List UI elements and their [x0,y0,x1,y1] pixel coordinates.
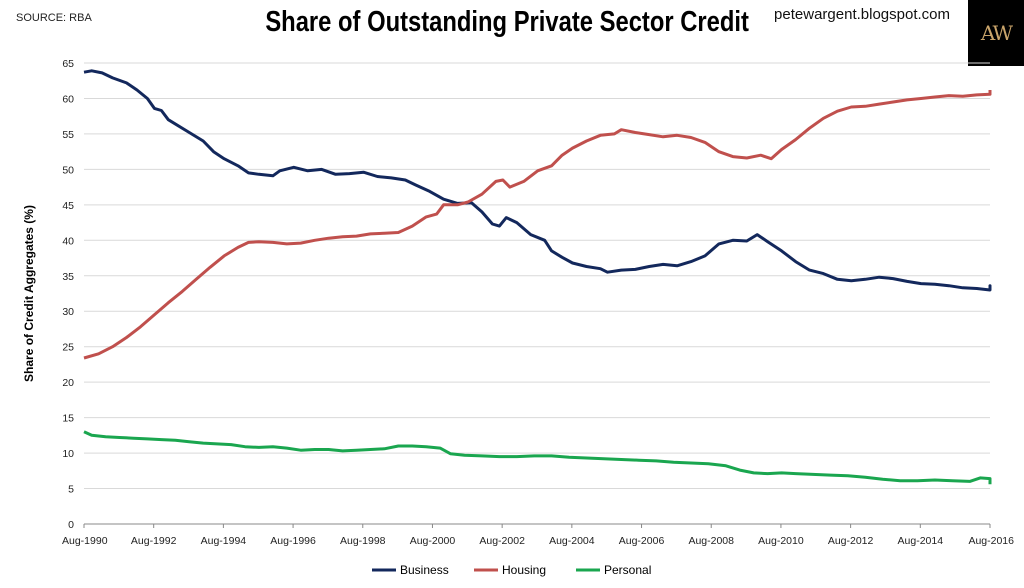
y-tick-label: 50 [62,164,74,176]
y-tick-label: 25 [62,342,74,354]
x-tick-label: Aug-2006 [619,535,665,547]
x-tick-label: Aug-2008 [688,535,734,547]
legend-label-housing: Housing [502,563,546,577]
x-tick-label: Aug-2016 [968,535,1014,547]
series-line-housing [83,89,992,360]
x-tick-label: Aug-1994 [201,535,247,547]
y-tick-label: 65 [62,58,74,70]
y-tick-label: 5 [68,484,74,496]
series-line-personal [83,430,992,486]
x-tick-label: Aug-2010 [758,535,804,547]
x-tick-label: Aug-1990 [62,535,108,547]
y-tick-label: 35 [62,271,74,283]
legend: Business Housing Personal [372,563,651,577]
x-axis-ticks: Aug-1990 Aug-1992 Aug-1994 Aug-1996 Aug-1998… [62,524,1014,547]
y-tick-label: 60 [62,93,74,105]
y-axis-label: Share of Credit Aggregates (%) [22,205,36,382]
x-tick-label: Aug-2000 [410,535,456,547]
aw-logo: AW [968,0,1024,66]
series-line-business [83,69,992,292]
legend-label-personal: Personal [604,563,651,577]
chart-title: Share of Outstanding Private Sector Cred… [265,6,749,38]
y-tick-label: 40 [62,235,74,247]
y-axis-ticks: 0 5 10 15 20 25 30 35 40 45 50 55 60 65 [62,58,74,531]
source-label: SOURCE: RBA [16,12,92,24]
y-tick-label: 45 [62,200,74,212]
blog-url[interactable]: petewargent.blogspot.com [774,6,950,23]
x-tick-label: Aug-1996 [270,535,316,547]
y-tick-label: 15 [62,413,74,425]
x-tick-label: Aug-2002 [479,535,525,547]
x-tick-label: Aug-1998 [340,535,386,547]
x-tick-label: Aug-2014 [898,535,944,547]
series-lines [83,69,992,486]
x-tick-label: Aug-2012 [828,535,874,547]
aw-logo-text: AW [980,21,1013,45]
legend-label-business: Business [400,563,449,577]
y-tick-label: 0 [68,519,74,531]
x-tick-label: Aug-1992 [131,535,177,547]
x-tick-label: Aug-2004 [549,535,595,547]
y-tick-label: 30 [62,306,74,318]
y-tick-label: 20 [62,377,74,389]
y-tick-label: 55 [62,129,74,141]
y-tick-label: 10 [62,448,74,460]
gridlines [84,62,990,490]
